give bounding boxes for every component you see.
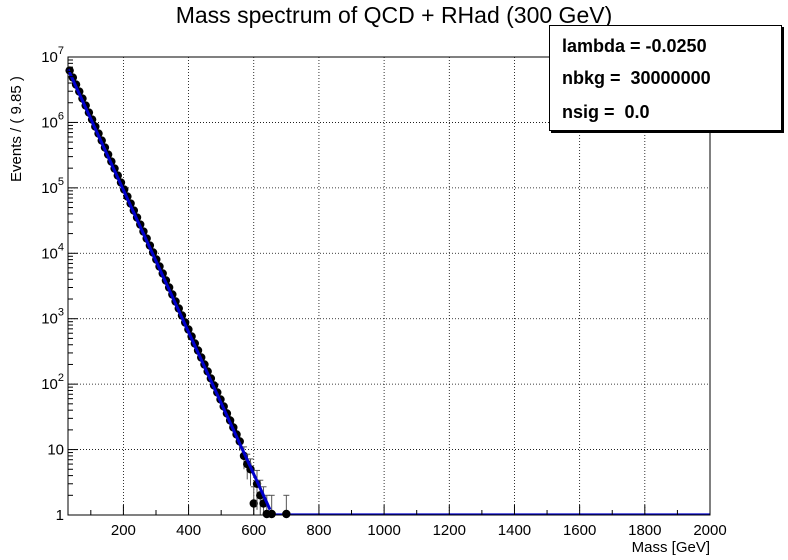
x-tick-label-8: 1800 [628,522,661,539]
y-tick-label-0: 1 [56,507,64,524]
stats-box: lambda = -0.0250 nbkg = 30000000 nsig = … [549,25,782,131]
y-axis-label: Events / ( 9.85 ) [8,76,25,182]
fit-curve [66,68,272,511]
x-tick-label-5: 1200 [433,522,466,539]
y-tick-label-6: 106 [41,110,64,131]
chart-title: Mass spectrum of QCD + RHad (300 GeV) [175,2,613,28]
y-tick-label-3: 103 [41,307,64,328]
x-tick-label-1: 400 [176,522,201,539]
x-tick-label-3: 800 [306,522,331,539]
data-point-62 [267,509,276,519]
plot-frame [67,56,711,516]
y-tick-label-2: 102 [41,372,64,393]
y-tick-label-5: 105 [41,176,64,197]
x-tick-label-0: 200 [111,522,136,539]
y-tick-label-1: 10 [47,442,64,459]
x-tick-label-4: 1000 [367,522,400,539]
x-tick-label-7: 1600 [563,522,596,539]
data-point-57 [249,499,258,508]
x-tick-label-9: 2000 [693,522,726,539]
stat-nsig: nsig = 0.0 [562,102,650,122]
x-axis-label: Mass [GeV] [631,539,710,556]
x-tick-label-2: 600 [241,522,266,539]
stat-nbkg: nbkg = 30000000 [562,68,711,88]
data-points-layer [65,66,291,519]
y-axis-ticks: 1 10 102 103 104 105 106 107 [41,45,78,524]
stat-lambda: lambda = -0.0250 [562,36,707,56]
x-axis-ticks: 200 400 600 800 1000 1200 1400 1600 1800 2000 [90,505,727,539]
x-tick-label-6: 1400 [498,522,531,539]
y-tick-label-4: 104 [41,241,64,262]
y-tick-label-7: 107 [41,45,64,66]
